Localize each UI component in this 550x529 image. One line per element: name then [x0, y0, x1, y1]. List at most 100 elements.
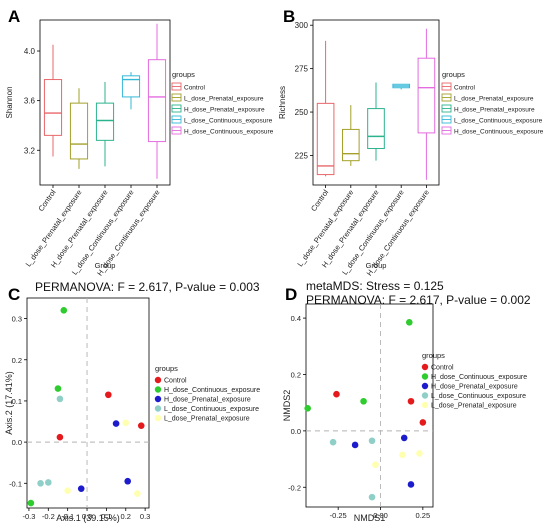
plot-border	[305, 303, 434, 508]
legend-label: H_dose_Continuous_exposure	[164, 387, 260, 394]
y-tick-label: 0.0	[12, 438, 22, 447]
legend-label: L_dose_Continuous_exposure	[454, 118, 543, 125]
y-tick-label: 3.2	[24, 146, 36, 155]
x-tick-label: 0.00	[373, 511, 388, 520]
point-H_dose_Continuous_exposure	[360, 397, 367, 405]
legend-label: L_dose_Continuous_exposure	[164, 406, 259, 413]
point-L_dose_Prenatal_exposure	[416, 450, 423, 457]
y-tick-label: 300	[295, 21, 309, 30]
y-tick-label: 0.4	[291, 314, 301, 323]
y-tick-label: 275	[295, 65, 309, 74]
legend-title: groups	[422, 351, 445, 360]
panel-label: D	[285, 285, 297, 304]
x-tick-label: 0.1	[101, 512, 111, 521]
y-tick-label: 0.2	[291, 370, 301, 379]
x-axis-label: Group	[366, 261, 387, 270]
panel-label: B	[283, 7, 295, 26]
y-tick-label: 250	[295, 108, 309, 117]
x-tick-label: -0.1	[61, 512, 74, 521]
box-H_dose_Prenatal_exposure	[367, 82, 385, 161]
y-axis-label: NMDS2	[282, 390, 292, 422]
x-tick-label: -0.25	[330, 511, 347, 520]
box-body	[95, 102, 115, 141]
legend-label: H_dose_Prenatal_exposure	[164, 397, 251, 404]
point-Control	[407, 397, 415, 405]
box-L_dose_Continuous_exposure	[392, 83, 411, 90]
box-H_dose_Continuous_exposure	[417, 28, 436, 180]
legend-key-point	[154, 405, 162, 412]
legend-key-point	[154, 395, 162, 403]
point-H_dose_Prenatal_exposure	[400, 434, 408, 442]
point-L_dose_Continuous_exposure	[329, 438, 337, 446]
legend-title: groups	[442, 70, 465, 79]
box-body	[316, 102, 335, 176]
point-Control	[419, 419, 427, 426]
box-body	[341, 128, 360, 162]
panel-b: B 225 250 275 300 Richness Control L_dose_Prena…	[278, 7, 544, 278]
chart-title: PERMANOVA: F = 2.617, P-value = 0.003	[35, 280, 260, 294]
point-H_dose_Continuous_exposure	[304, 405, 311, 412]
point-Control	[333, 390, 340, 398]
box-body	[121, 75, 141, 98]
legend-key-point	[154, 376, 162, 384]
legend-key-point	[154, 414, 162, 422]
box-body	[43, 79, 63, 136]
legend-label: H_dose_Prenatal_exposure	[431, 384, 518, 391]
y-tick-label: 3.6	[24, 97, 36, 106]
chart-title: metaMDS: Stress = 0.125	[306, 279, 444, 293]
box-L_dose_Prenatal_exposure	[341, 105, 360, 166]
y-tick-label: 4.0	[24, 47, 36, 56]
legend-key-point	[154, 386, 162, 393]
point-H_dose_Prenatal_exposure	[124, 477, 131, 485]
legend: groups Control H_dose_Continuous_exposure H…	[154, 364, 260, 423]
chart-subtitle: PERMANOVA: F = 2.617, P-value = 0.002	[306, 293, 531, 307]
point-L_dose_Continuous_exposure	[56, 395, 64, 403]
point-L_dose_Continuous_exposure	[37, 479, 44, 487]
x-tick-label: -0.2	[42, 512, 55, 521]
point-H_dose_Prenatal_exposure	[407, 481, 415, 488]
legend-label: Control	[454, 85, 476, 92]
legend-label: H_dose_Prenatal_exposure	[184, 107, 265, 114]
legend-label: L_dose_Continuous_exposure	[184, 118, 273, 125]
legend-label: H_dose_Continuous_exposure	[431, 374, 527, 381]
point-L_dose_Prenatal_exposure	[134, 490, 141, 497]
box-H_dose_Continuous_exposure	[147, 23, 167, 179]
point-H_dose_Continuous_exposure	[54, 385, 62, 392]
point-L_dose_Continuous_exposure	[368, 437, 376, 445]
legend-title: groups	[155, 364, 178, 373]
y-tick-label: 0.0	[291, 427, 301, 436]
legend-label: Control	[184, 85, 206, 92]
point-L_dose_Prenatal_exposure	[64, 487, 71, 495]
y-tick-label: 225	[295, 151, 309, 160]
legend: groups Control L_dose_Prenatal_exposure H_d…	[171, 70, 274, 136]
legend-title: groups	[172, 70, 195, 79]
x-tick-label: -0.3	[22, 512, 35, 521]
legend-key-point	[421, 363, 429, 371]
panel-label: A	[8, 7, 20, 26]
x-tick-label: 0.0	[82, 512, 92, 521]
point-L_dose_Continuous_exposure	[45, 479, 52, 486]
point-L_dose_Continuous_exposure	[368, 493, 376, 501]
point-H_dose_Prenatal_exposure	[351, 441, 359, 449]
box-L_dose_Continuous_exposure	[121, 72, 141, 110]
box-L_dose_Prenatal_exposure	[69, 88, 89, 169]
legend-label: L_dose_Prenatal_exposure	[454, 96, 534, 103]
point-H_dose_Prenatal_exposure	[112, 420, 120, 427]
point-Control	[105, 391, 112, 399]
legend-key-point	[421, 401, 429, 409]
y-tick-label: 0.3	[12, 315, 22, 324]
box-Control	[43, 44, 63, 157]
y-axis-label: Axis.2 (17.41%)	[4, 371, 14, 435]
legend-label: H_dose_Continuous_exposure	[184, 129, 274, 136]
plot-border	[26, 297, 150, 509]
point-L_dose_Prenatal_exposure	[122, 419, 130, 427]
x-tick-label: Control	[309, 188, 330, 213]
box-body	[417, 57, 436, 134]
x-tick-label: 0.3	[140, 512, 150, 521]
point-H_dose_Continuous_exposure	[60, 307, 68, 314]
point-L_dose_Prenatal_exposure	[372, 461, 379, 469]
box-H_dose_Prenatal_exposure	[95, 82, 115, 167]
y-tick-label: 0.2	[12, 356, 22, 365]
